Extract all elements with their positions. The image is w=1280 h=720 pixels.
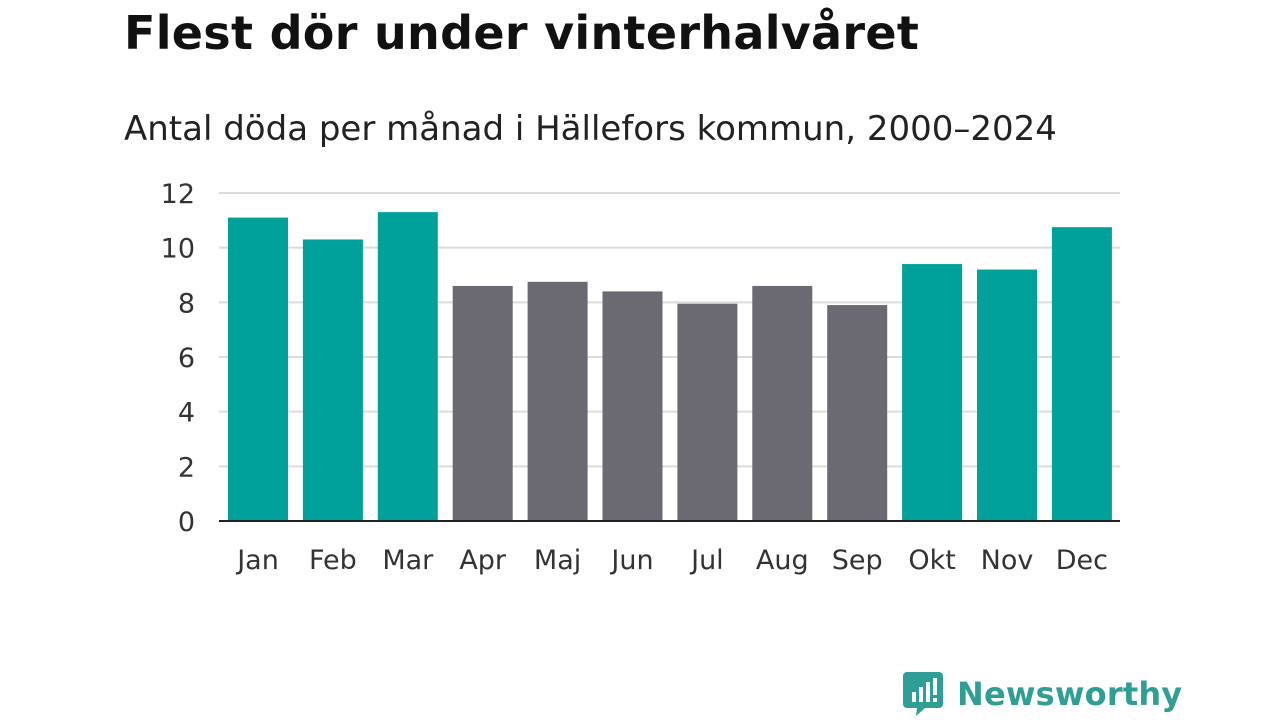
y-tick-label: 6 [178, 343, 195, 374]
x-tick-label-nov: Nov [981, 545, 1034, 576]
chart-title: Flest dör under vinterhalvåret [124, 6, 920, 60]
y-tick-label: 10 [161, 234, 195, 265]
bars [228, 212, 1112, 521]
y-axis-ticks: 0 2 4 6 8 10 12 [161, 179, 195, 538]
bar-nov [977, 269, 1037, 521]
x-tick-label-jul: Jul [689, 545, 724, 576]
x-tick-label-jun: Jun [609, 545, 653, 576]
x-tick-label-sep: Sep [832, 545, 883, 576]
newsworthy-logo: Newsworthy [903, 670, 1182, 718]
y-tick-label: 8 [178, 288, 195, 319]
y-tick-label: 0 [178, 507, 195, 538]
bar-sep [827, 305, 888, 521]
x-tick-label-mar: Mar [382, 545, 434, 576]
newsworthy-logo-icon [903, 672, 943, 716]
x-tick-label-maj: Maj [534, 545, 581, 576]
y-tick-label: 4 [178, 398, 195, 429]
x-tick-label-okt: Okt [908, 545, 955, 576]
bar-jan [228, 217, 288, 521]
chart-subtitle: Antal döda per månad i Hällefors kommun,… [124, 109, 1057, 149]
bar-maj [527, 281, 588, 521]
bar-chart: 0 2 4 6 8 10 12 Jan Feb Mar Apr Maj Jun Jul Aug Sep Okt… [161, 179, 1120, 576]
x-tick-label-aug: Aug [756, 545, 809, 576]
x-tick-label-feb: Feb [309, 545, 357, 576]
bar-dec [1051, 227, 1112, 521]
bar-feb [302, 239, 363, 521]
bar-mar [377, 212, 438, 521]
gridlines [219, 192, 1120, 468]
bar-okt [902, 264, 963, 521]
x-tick-label-jan: Jan [235, 545, 279, 576]
bar-apr [452, 285, 513, 521]
bar-jul [677, 303, 738, 521]
x-axis-ticks: Jan Feb Mar Apr Maj Jun Jul Aug Sep Okt Nov Dec [235, 545, 1108, 576]
x-tick-label-dec: Dec [1056, 545, 1108, 576]
bar-aug [752, 285, 813, 521]
y-tick-label: 2 [178, 452, 195, 483]
x-tick-label-apr: Apr [459, 545, 507, 576]
bar-jun [602, 291, 663, 521]
newsworthy-logo-text: Newsworthy [957, 675, 1183, 713]
y-tick-label: 12 [161, 179, 195, 210]
